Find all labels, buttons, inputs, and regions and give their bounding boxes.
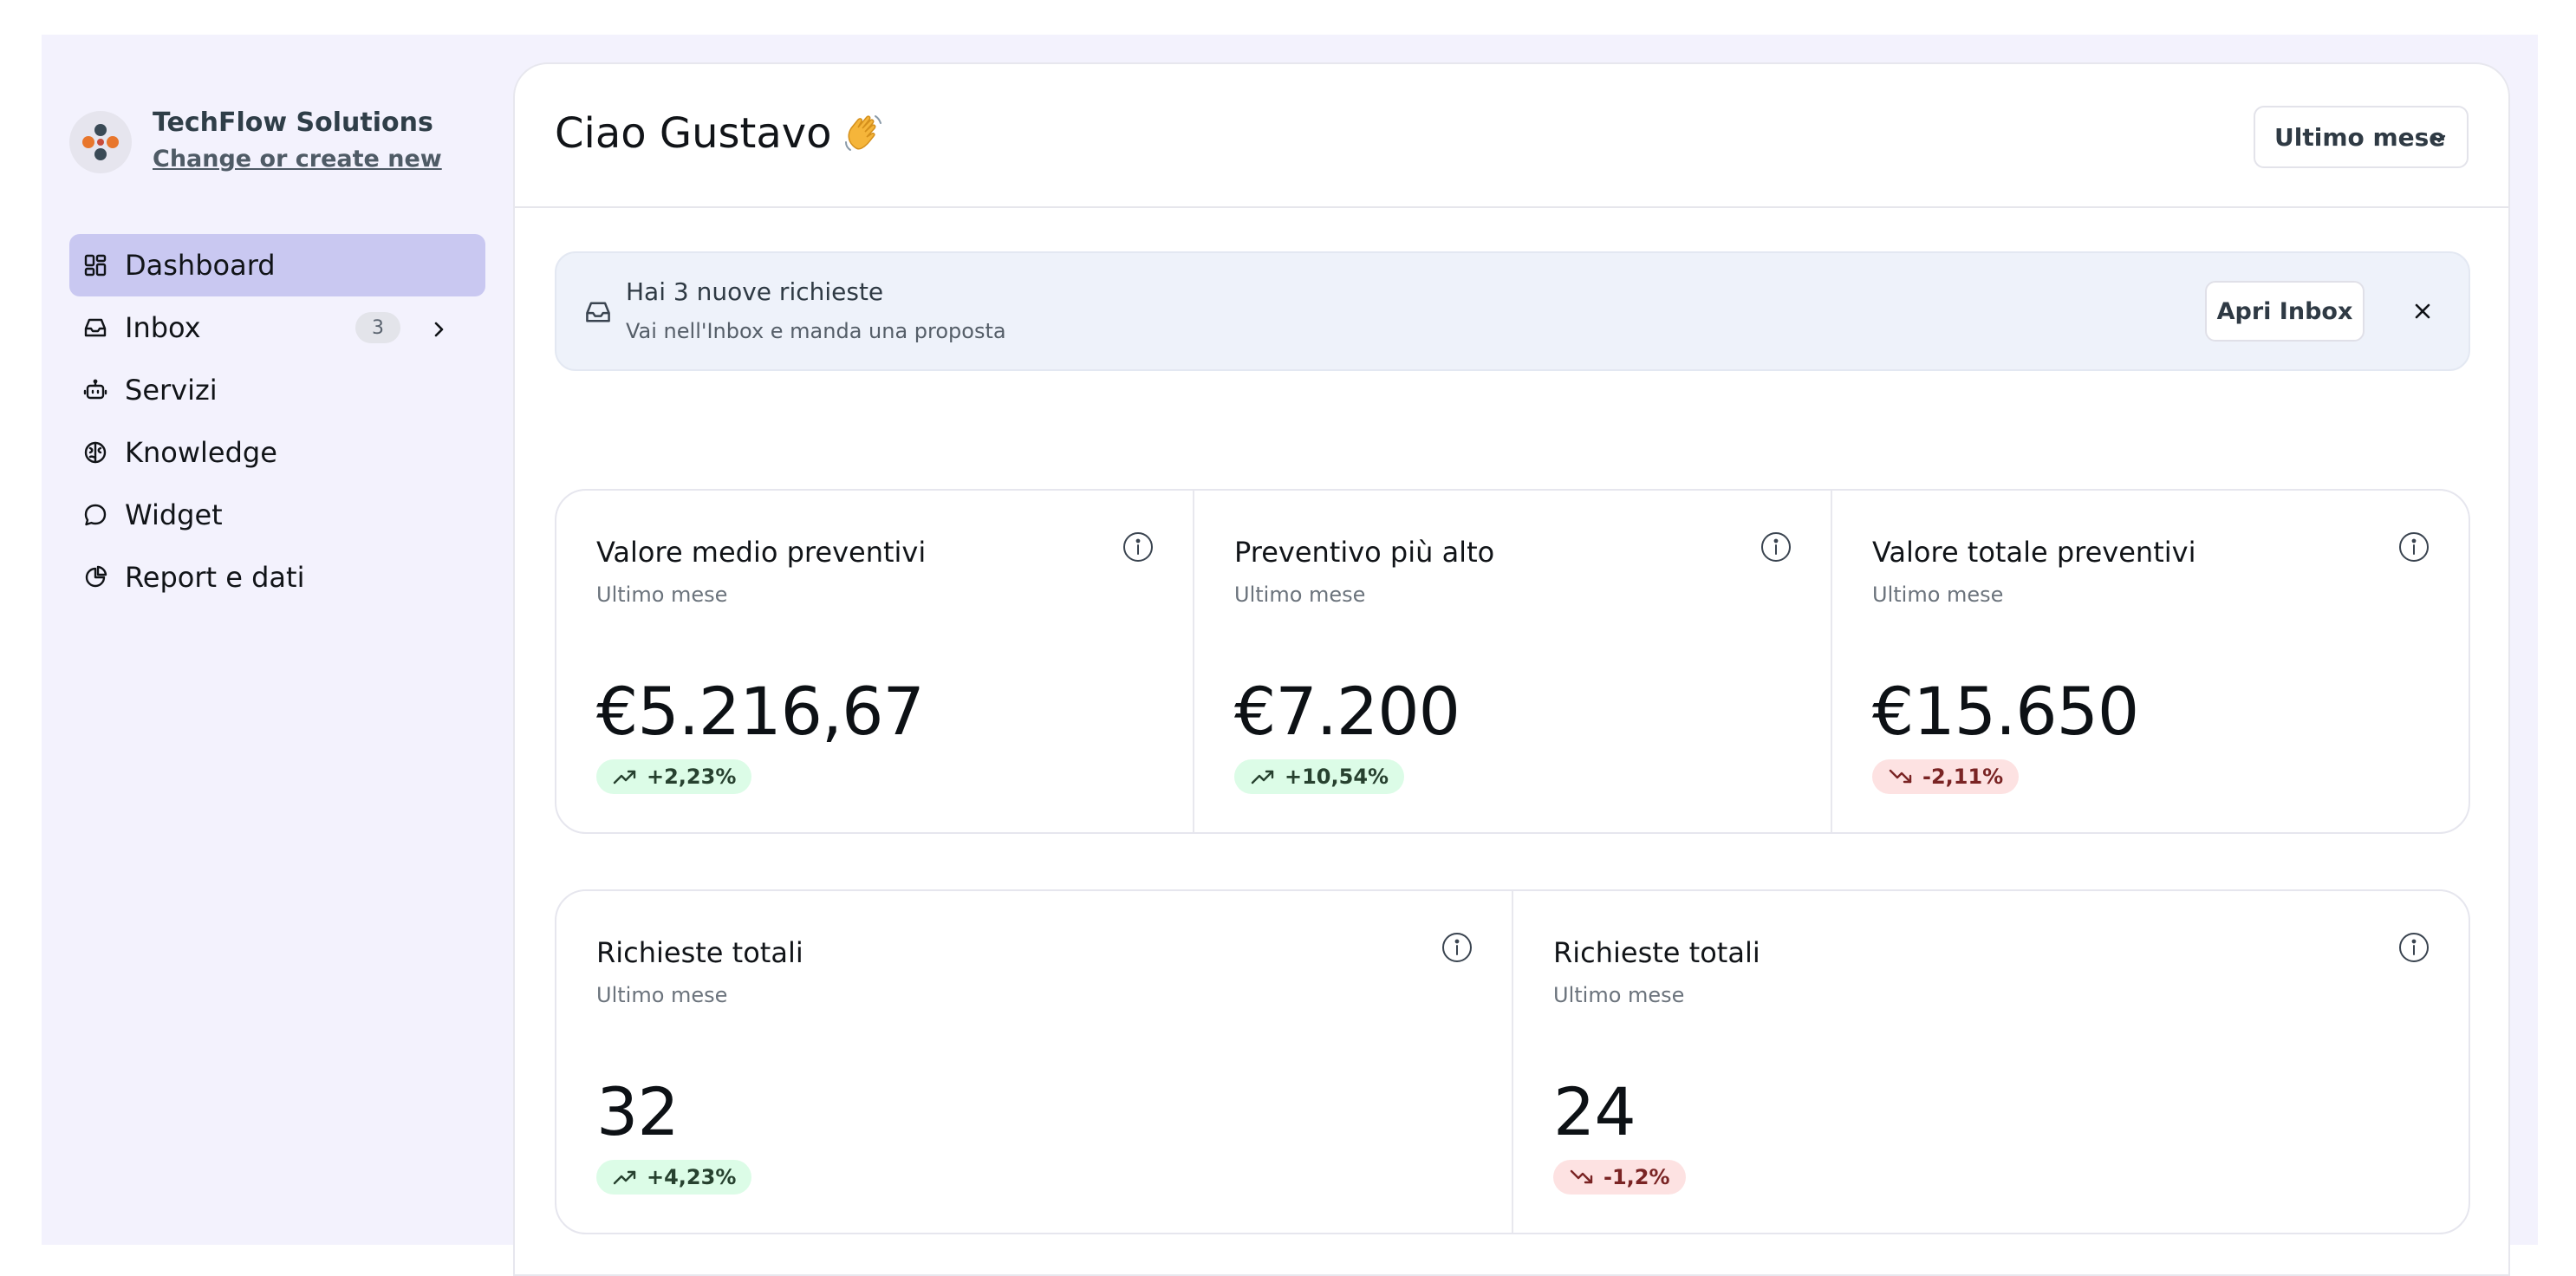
chevron-down-icon [2427, 127, 2451, 151]
open-inbox-button[interactable]: Apri Inbox [2205, 281, 2365, 342]
kpi-row-quotes: Valore medio preventivi Ultimo mese €5.2… [555, 489, 2470, 834]
card-subtitle: Ultimo mese [596, 983, 728, 1007]
org-switcher: TechFlow Solutions Change or create new [69, 106, 442, 179]
dashboard-icon [83, 253, 107, 277]
sidebar-item-label: Widget [125, 498, 223, 531]
card-title: Preventivo più alto [1234, 536, 1495, 569]
card-title: Richieste totali [596, 936, 803, 969]
trend-down-icon [1570, 1169, 1593, 1184]
sidebar-item-label: Report e dati [125, 561, 305, 594]
sidebar: TechFlow Solutions Change or create new … [42, 35, 513, 1245]
waving-hand-icon [841, 111, 886, 156]
card-value: €15.650 [1872, 673, 2139, 750]
chevron-right-icon[interactable] [426, 316, 451, 340]
main-panel: Ciao Gustavo Ultimo mese [513, 62, 2510, 1276]
trend-badge: +2,23% [596, 759, 752, 794]
bot-icon [83, 378, 107, 402]
kpi-card-total-requests: Richieste totali Ultimo mese 32 +4,23% [556, 891, 1513, 1233]
card-subtitle: Ultimo mese [1872, 583, 2004, 607]
period-select[interactable]: Ultimo mese [2254, 106, 2469, 168]
card-subtitle: Ultimo mese [1234, 583, 1366, 607]
trend-down-icon [1889, 769, 1912, 784]
org-name: TechFlow Solutions [153, 107, 433, 138]
sidebar-item-servizi[interactable]: Servizi [69, 359, 485, 421]
info-icon[interactable] [1122, 531, 1155, 563]
card-subtitle: Ultimo mese [1553, 983, 1685, 1007]
trend-up-icon [613, 770, 636, 784]
info-icon[interactable] [1760, 531, 1792, 563]
inbox-count-badge: 3 [355, 312, 400, 343]
sidebar-item-label: Servizi [125, 374, 218, 407]
card-title: Richieste totali [1553, 936, 1760, 969]
kpi-card-average-quote: Valore medio preventivi Ultimo mese €5.2… [556, 491, 1194, 832]
trend-badge: +10,54% [1234, 759, 1405, 794]
brain-icon [83, 440, 107, 465]
banner-subtitle: Vai nell'Inbox e manda una proposta [626, 319, 1006, 343]
kpi-card-total-quotes: Valore totale preventivi Ultimo mese €15… [1832, 491, 2469, 832]
kpi-card-highest-quote: Preventivo più alto Ultimo mese €7.200 +… [1194, 491, 1832, 832]
app-frame: TechFlow Solutions Change or create new … [42, 35, 2538, 1276]
chat-bubble-icon [83, 503, 107, 527]
info-icon[interactable] [1441, 931, 1473, 964]
trend-badge: -1,2% [1553, 1160, 1686, 1195]
sidebar-item-label: Dashboard [125, 249, 276, 282]
sidebar-item-label: Inbox [125, 311, 201, 344]
card-value: €7.200 [1234, 673, 1460, 750]
org-logo-icon [69, 111, 132, 173]
sidebar-item-dashboard[interactable]: Dashboard [69, 234, 485, 296]
trend-badge: +4,23% [596, 1160, 752, 1195]
inbox-icon [83, 316, 107, 340]
sidebar-item-inbox[interactable]: Inbox 3 [69, 296, 485, 359]
sidebar-item-report[interactable]: Report e dati [69, 546, 485, 609]
card-title: Valore medio preventivi [596, 536, 927, 569]
page-title: Ciao Gustavo [555, 106, 886, 161]
sidebar-nav: Dashboard Inbox 3 [69, 234, 485, 609]
close-icon[interactable] [2408, 296, 2437, 326]
sidebar-item-label: Knowledge [125, 436, 277, 469]
inbox-icon [584, 298, 612, 326]
page-header: Ciao Gustavo Ultimo mese [515, 64, 2508, 208]
card-subtitle: Ultimo mese [596, 583, 728, 607]
pie-chart-icon [83, 565, 107, 589]
period-select-value: Ultimo mese [2274, 122, 2446, 152]
card-value: €5.216,67 [596, 673, 925, 750]
kpi-card-total-requests-2: Richieste totali Ultimo mese 24 -1,2% [1513, 891, 2469, 1233]
card-value: 32 [596, 1073, 680, 1150]
card-value: 24 [1553, 1073, 1636, 1150]
info-icon[interactable] [2397, 931, 2430, 964]
sidebar-item-widget[interactable]: Widget [69, 484, 485, 546]
new-requests-banner: Hai 3 nuove richieste Vai nell'Inbox e m… [555, 251, 2470, 371]
sidebar-item-knowledge[interactable]: Knowledge [69, 421, 485, 484]
banner-title: Hai 3 nuove richieste [626, 277, 884, 306]
trend-up-icon [1251, 770, 1274, 784]
change-org-link[interactable]: Change or create new [153, 146, 442, 173]
card-title: Valore totale preventivi [1872, 536, 2196, 569]
trend-up-icon [613, 1170, 636, 1185]
kpi-row-requests: Richieste totali Ultimo mese 32 +4,23% R… [555, 889, 2470, 1234]
info-icon[interactable] [2397, 531, 2430, 563]
trend-badge: -2,11% [1872, 759, 2020, 794]
